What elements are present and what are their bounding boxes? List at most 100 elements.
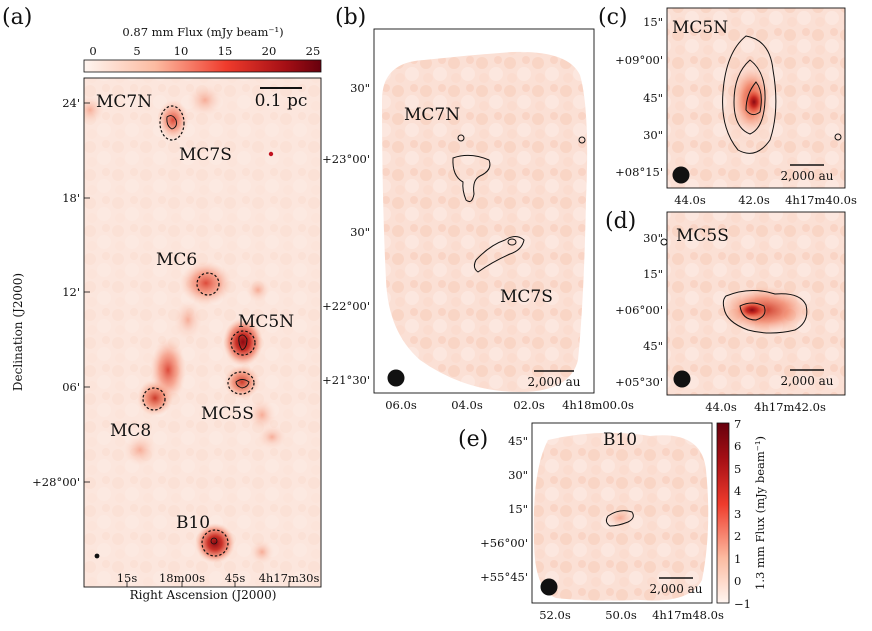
x-tick-b: 04.0s: [451, 398, 483, 412]
scalebar-e: 2,000 au: [649, 577, 703, 596]
y-ticks-d: 30" 15" +06°00' 45" +05°30': [615, 231, 663, 389]
scalebar-d: 2,000 au: [780, 369, 834, 388]
y-tick-a: 06': [62, 380, 80, 394]
colorbar-a-tick: 25: [306, 44, 321, 58]
colorbar-a-tick: 5: [133, 44, 140, 58]
source-label-c-mc5n: MC5N: [672, 18, 728, 38]
colorbar-a-tick: 20: [262, 44, 277, 58]
beam-d: [673, 370, 691, 388]
scalebar-b: 2,000 au: [527, 370, 581, 389]
y-tick-a: 12': [62, 285, 80, 299]
colorbar-e-tick: 7: [734, 417, 741, 431]
contours-b: [452, 134, 586, 273]
y-ticks-e: 45" 30" 15" +56°00' +55°45': [480, 434, 528, 584]
scalebar-d-label: 2,000 au: [780, 374, 833, 388]
x-tick-b: 4h18m00.0s: [562, 398, 634, 412]
x-tick-a: 18m00s: [159, 571, 205, 585]
source-label-b-mc7n: MC7N: [404, 105, 460, 125]
y-ticks-a: 24' 18' 12' 06' +28°00': [32, 96, 90, 489]
map-a: [83, 77, 322, 588]
colorbar-e-tick: 3: [734, 507, 741, 521]
y-tick-a: 18': [62, 191, 80, 205]
colorbar-e-tick: 2: [734, 529, 741, 543]
colorbar-e-tick: 6: [734, 439, 741, 453]
source-labels-a: MC7N MC7S MC6 MC5N MC5S MC8 B10: [96, 92, 294, 533]
x-tick-a: 15s: [117, 571, 138, 585]
colorbar-e-tick: −1: [734, 597, 751, 611]
mc6-region-circle: [196, 272, 220, 296]
y-tick-c: 15": [643, 15, 663, 29]
beam-a: [94, 553, 100, 559]
panel-d-label: (d): [605, 209, 636, 234]
panel-e-label: (e): [458, 427, 488, 452]
y-tick-c: 45": [643, 91, 663, 105]
map-a-emission: [84, 78, 321, 587]
scalebar-c-label: 2,000 au: [780, 169, 833, 183]
contours-e: [605, 510, 634, 527]
x-tick-e: 50.0s: [605, 608, 637, 622]
y-tick-d: 15": [643, 267, 663, 281]
panel-b-label: (b): [335, 5, 366, 30]
y-tick-e: +55°45': [480, 570, 528, 584]
y-ticks-c: 15" +09°00' 45" 30" +08°15': [615, 15, 663, 179]
y-tick-b: 30": [350, 81, 370, 95]
source-label-mc5s: MC5S: [201, 404, 254, 424]
colorbar-e-ticks: −1 0 1 2 3 4 5 6 7: [734, 417, 751, 611]
colorbar-e-tick: 1: [734, 552, 741, 566]
panel-c: (c) MC5N 2,000 au 15" +09°00' 45" 30" +0…: [598, 5, 857, 207]
panel-b: (b) MC7N MC7S 2,000 au 30" +23°00' 30" +…: [322, 5, 634, 412]
source-label-mc5n: MC5N: [238, 312, 294, 332]
source-label-mc7n: MC7N: [96, 92, 152, 112]
mc7-region-circle: [159, 105, 185, 141]
beam-b: [387, 369, 405, 387]
x-tick-d: 44.0s: [705, 400, 737, 414]
panel-e: (e) B10 2,000 au 45" 30" 15" +56°00' +55…: [458, 417, 767, 622]
panel-d: (d) MC5S 2,000 au 30" 15" +06°00' 45" +0…: [605, 209, 846, 414]
y-tick-e: 30": [508, 468, 528, 482]
colorbar-a-ticks: 0 5 10 15 20 25: [89, 44, 320, 58]
beam-c: [672, 166, 690, 184]
panel-a: (a) 0.87 mm Flux (mJy beam⁻¹) 0 5 10 15 …: [2, 5, 322, 602]
beam-e: [540, 578, 558, 596]
source-label-e-b10: B10: [603, 430, 637, 450]
panel-c-label: (c): [598, 5, 628, 30]
mc5s-region-circle: [227, 371, 255, 395]
x-ticks-a: 15s 18m00s 45s 4h17m30s: [117, 571, 319, 587]
contours-c: [722, 35, 842, 154]
scalebar-e-label: 2,000 au: [649, 582, 702, 596]
y-tick-a: 24': [62, 96, 80, 110]
colorbar-e-label: 1.3 mm Flux (mJy beam⁻¹): [753, 436, 767, 590]
colorbar-a: 0 5 10 15 20 25: [83, 44, 322, 73]
x-axis-label-a: Right Ascension (J2000): [130, 588, 277, 602]
x-ticks-c: 44.0s 42.0s 4h17m40.0s: [674, 193, 857, 207]
colorbar-a-ramp: [83, 59, 322, 73]
y-ticks-b: 30" +23°00' 30" +22°00' +21°30': [322, 81, 370, 387]
y-tick-b: +23°00': [322, 152, 370, 166]
y-axis-label-a: Declination (J2000): [11, 273, 25, 391]
source-circles-a: [142, 105, 256, 557]
colorbar-e-tick: 5: [734, 462, 741, 476]
source-label-b-mc7s: MC7S: [500, 287, 553, 307]
scalebar-c: 2,000 au: [780, 164, 834, 183]
scalebar-b-label: 2,000 au: [527, 375, 580, 389]
mc8-region-circle: [142, 387, 166, 411]
source-label-mc6: MC6: [156, 250, 197, 270]
colorbar-e-tick: 0: [734, 574, 741, 588]
colorbar-e-ramp: [716, 422, 730, 604]
source-label-mc8: MC8: [110, 421, 151, 441]
y-tick-d: +06°00': [615, 303, 663, 317]
y-tick-b: +22°00': [322, 299, 370, 313]
map-b-field: [382, 51, 588, 392]
x-tick-c: 4h17m40.0s: [785, 193, 857, 207]
y-tick-c: +09°00': [615, 53, 663, 67]
b10-region-circle: [201, 529, 229, 557]
source-label-mc7s: MC7S: [179, 145, 232, 165]
x-tick-e: 4h17m48.0s: [652, 608, 724, 622]
y-tick-e: +56°00': [480, 536, 528, 550]
x-tick-b: 02.0s: [513, 398, 545, 412]
y-tick-b: 30": [350, 225, 370, 239]
x-tick-b: 06.0s: [385, 398, 417, 412]
colorbar-e: −1 0 1 2 3 4 5 6 7 1.3 mm Flux (mJy beam…: [716, 417, 767, 611]
scalebar-a: 0.1 pc: [255, 87, 307, 111]
